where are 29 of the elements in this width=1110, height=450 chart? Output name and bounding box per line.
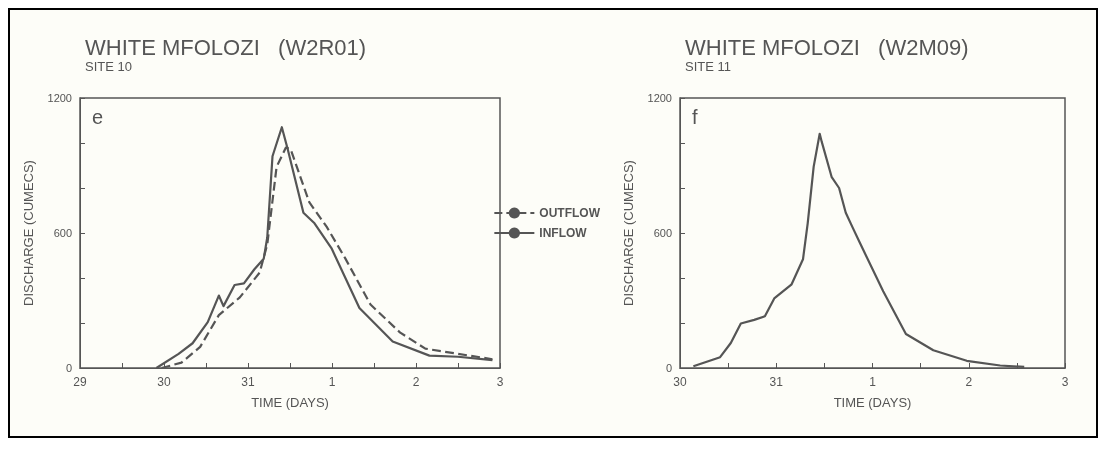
y-tick-label: 600 xyxy=(653,227,672,239)
x-axis-title: TIME (DAYS) xyxy=(833,395,912,410)
legend-label: OUTFLOW xyxy=(539,206,601,220)
x-tick-label: 29 xyxy=(73,375,87,389)
legend-label: INFLOW xyxy=(539,226,588,240)
x-tick-label: 3 xyxy=(496,375,504,389)
x-tick-label: 2 xyxy=(412,375,420,389)
x-tick-label: 2 xyxy=(965,375,973,389)
y-tick-label: 1200 xyxy=(647,92,672,104)
y-tick-label: 0 xyxy=(65,362,72,374)
y-axis-title: DISCHARGE (CUMECS) xyxy=(21,160,36,306)
y-tick-label: 0 xyxy=(665,362,672,374)
x-tick-label: 30 xyxy=(157,375,171,389)
y-tick-label: 600 xyxy=(53,227,72,239)
chart-subtitle: SITE 10 xyxy=(85,59,132,74)
y-axis-title: DISCHARGE (CUMECS) xyxy=(621,160,636,306)
x-tick-label: 1 xyxy=(328,375,336,389)
x-tick-label: 30 xyxy=(673,375,687,389)
annotation: f xyxy=(692,106,698,128)
y-tick-label: 1200 xyxy=(47,92,72,104)
x-tick-label: 3 xyxy=(1061,375,1069,389)
chart-title: WHITE MFOLOZI (W2R01) xyxy=(85,34,367,60)
x-axis-title: TIME (DAYS) xyxy=(251,395,329,410)
x-tick-label: 31 xyxy=(241,375,255,389)
x-tick-label: 31 xyxy=(769,375,784,389)
chart-subtitle: SITE 11 xyxy=(685,59,732,74)
annotation: e xyxy=(92,106,104,128)
x-tick-label: 1 xyxy=(869,375,877,389)
chart-title: WHITE MFOLOZI (W2M09) xyxy=(685,34,969,60)
